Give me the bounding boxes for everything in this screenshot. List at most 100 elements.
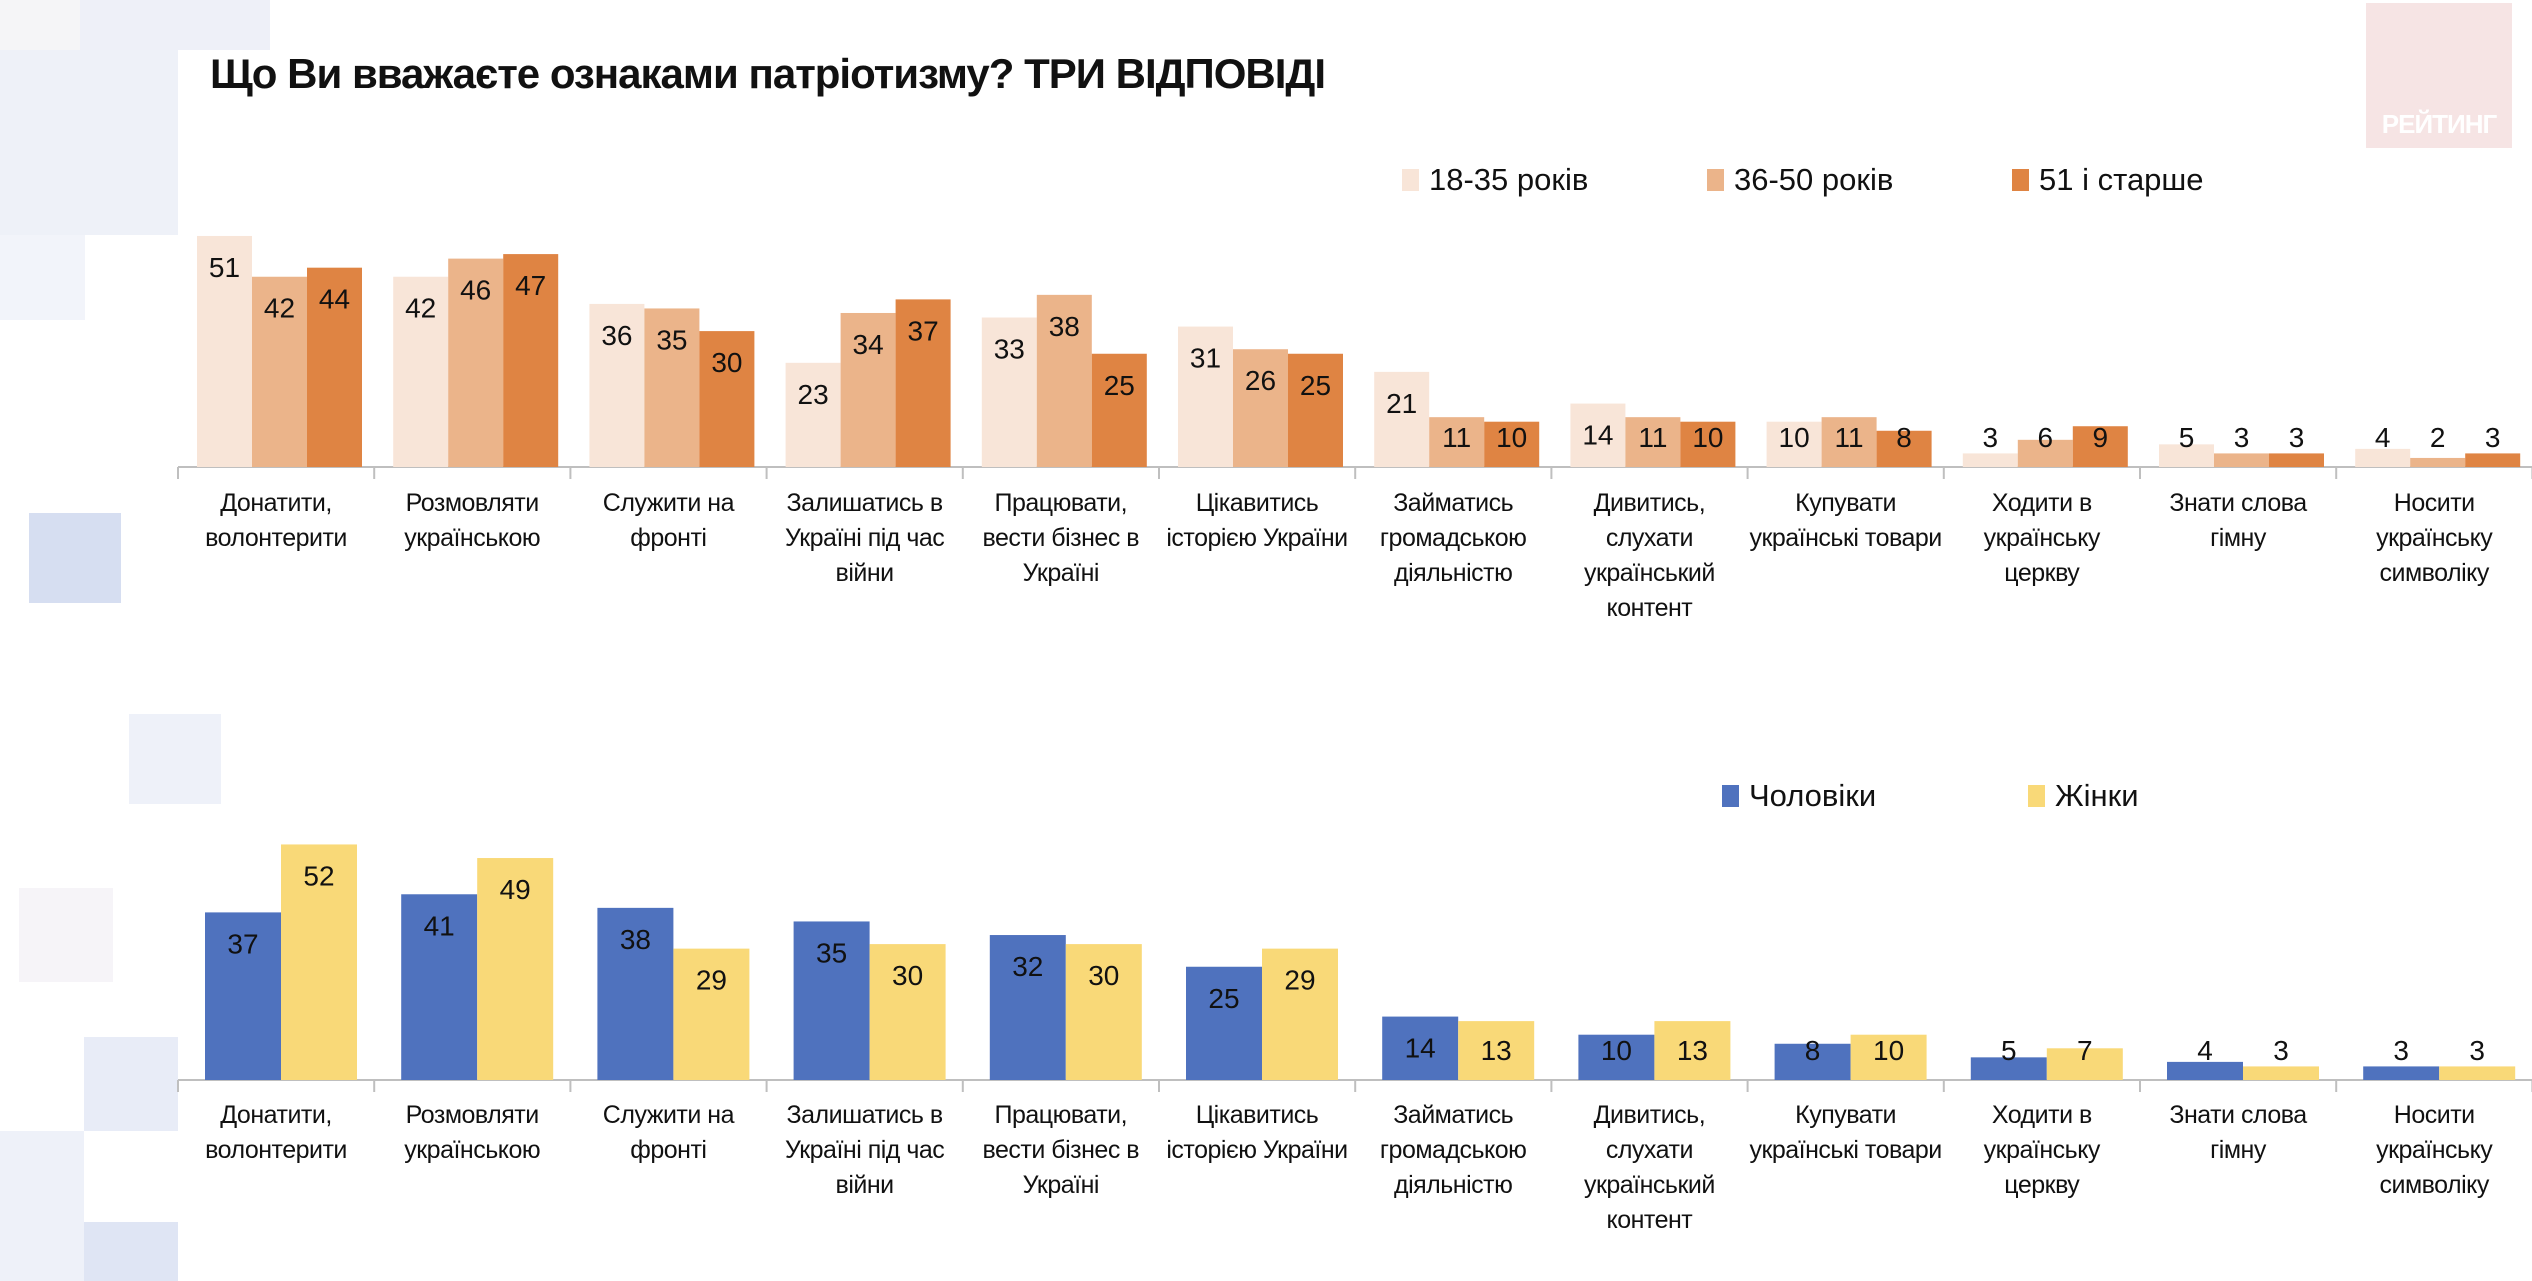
category-label: Купувати українські товари xyxy=(1749,1101,1942,1164)
data-label: 44 xyxy=(319,284,350,315)
data-label: 3 xyxy=(2393,1035,2409,1066)
bar xyxy=(1178,326,1233,467)
bar xyxy=(1962,453,2018,467)
data-label: 38 xyxy=(620,924,651,955)
bar xyxy=(401,894,478,1080)
data-label: 10 xyxy=(1496,422,1527,453)
category-label: Займатись громадською діяльністю xyxy=(1379,489,1527,587)
data-label: 6 xyxy=(2038,422,2054,453)
legend-swatch xyxy=(1722,785,1739,807)
background-decoration xyxy=(0,1131,84,1281)
data-label: 3 xyxy=(2289,422,2305,453)
bar xyxy=(1382,1016,1459,1080)
bar xyxy=(785,362,841,467)
data-label: 26 xyxy=(1245,365,1276,396)
background-decoration xyxy=(84,1222,178,1281)
bar xyxy=(2167,1061,2243,1080)
data-label: 29 xyxy=(1284,965,1315,996)
data-label: 29 xyxy=(696,965,727,996)
data-label: 25 xyxy=(1300,370,1331,401)
legend-label: 18-35 років xyxy=(1429,162,1589,197)
data-label: 46 xyxy=(460,275,491,306)
bar xyxy=(281,844,357,1080)
bar xyxy=(252,276,307,467)
legend-item: 36-50 років xyxy=(1707,162,1893,198)
data-label: 8 xyxy=(1805,1035,1821,1066)
data-label: 35 xyxy=(816,937,847,968)
category-label: Ходити в українську церкву xyxy=(1983,1101,2101,1199)
data-label: 5 xyxy=(2179,422,2195,453)
data-label: 25 xyxy=(1208,983,1239,1014)
data-label: 2 xyxy=(2430,422,2446,453)
bar xyxy=(1876,430,1932,467)
bar xyxy=(307,267,362,467)
data-label: 51 xyxy=(209,252,240,283)
data-label: 52 xyxy=(303,860,334,891)
bar xyxy=(2410,457,2466,467)
bar xyxy=(448,258,504,467)
bar xyxy=(1680,421,1736,467)
bar xyxy=(1091,353,1147,467)
data-label: 3 xyxy=(2469,1035,2485,1066)
bar xyxy=(1288,353,1343,467)
background-decoration xyxy=(0,0,80,50)
category-label: Розмовляти українською xyxy=(404,1101,541,1164)
category-label: Знати слова гімну xyxy=(2169,489,2307,552)
background-decoration xyxy=(80,0,270,50)
data-label: 38 xyxy=(1049,311,1080,342)
data-label: 47 xyxy=(515,270,546,301)
bar xyxy=(477,858,554,1080)
bar xyxy=(2072,426,2128,467)
legend-swatch xyxy=(1402,169,1419,191)
data-label: 7 xyxy=(2077,1035,2093,1066)
bar xyxy=(699,331,755,467)
category-label: Залишатись в Україні під час війни xyxy=(784,1101,945,1199)
bar xyxy=(895,299,951,467)
legend-item: 18-35 років xyxy=(1402,162,1588,198)
background-decoration xyxy=(19,888,113,982)
bar xyxy=(2243,1066,2319,1080)
category-label: Працювати, вести бізнес в Україні xyxy=(982,489,1140,587)
legend-label: Жінки xyxy=(2055,778,2139,813)
data-label: 14 xyxy=(1405,1033,1436,1064)
logo-text: РЕЙТИНГ xyxy=(2381,109,2497,139)
data-label: 37 xyxy=(227,928,258,959)
bar xyxy=(1233,349,1288,467)
data-label: 33 xyxy=(994,334,1025,365)
bar xyxy=(1065,944,1142,1080)
data-label: 30 xyxy=(711,347,742,378)
category-label: Працювати, вести бізнес в Україні xyxy=(982,1101,1140,1199)
bar xyxy=(205,912,281,1080)
bar xyxy=(2269,453,2324,467)
data-label: 10 xyxy=(1873,1035,1904,1066)
bar xyxy=(1774,1043,1851,1080)
bar xyxy=(393,276,449,467)
category-label: Дивитись, слухати український контент xyxy=(1583,489,1715,622)
data-label: 10 xyxy=(1779,422,1810,453)
data-label: 10 xyxy=(1601,1035,1632,1066)
data-label: 13 xyxy=(1481,1035,1512,1066)
bar xyxy=(2214,453,2269,467)
bar xyxy=(1821,417,1877,467)
bar xyxy=(989,935,1066,1080)
bar xyxy=(2439,1066,2516,1080)
category-label: Знати слова гімну xyxy=(2169,1101,2307,1164)
data-label: 25 xyxy=(1104,370,1135,401)
bar xyxy=(1578,1034,1655,1080)
legend-item: 51 і старше xyxy=(2012,162,2204,198)
data-label: 3 xyxy=(2485,422,2501,453)
data-label: 13 xyxy=(1677,1035,1708,1066)
bar xyxy=(1262,948,1338,1080)
bar xyxy=(2355,448,2411,467)
background-decoration xyxy=(29,513,121,603)
category-label: Дивитись, слухати український контент xyxy=(1583,1101,1715,1234)
data-label: 3 xyxy=(1983,422,1999,453)
legend-label: 51 і старше xyxy=(2039,162,2204,197)
bar xyxy=(503,254,559,467)
background-decoration xyxy=(129,714,221,804)
category-label: Донатити, волонтерити xyxy=(205,1101,347,1164)
data-label: 36 xyxy=(601,320,632,351)
data-label: 10 xyxy=(1692,422,1723,453)
